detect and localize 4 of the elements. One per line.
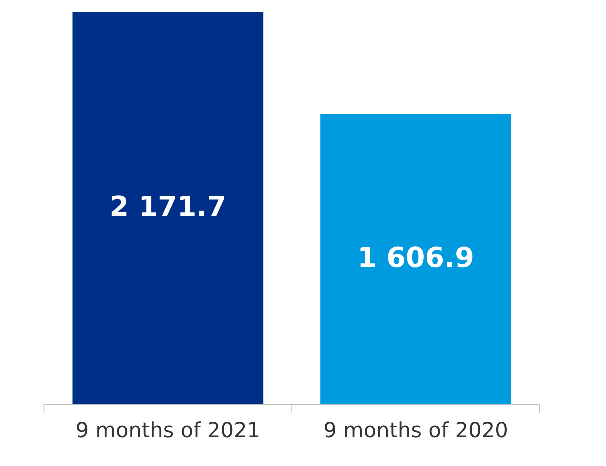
data-label: 2 171.7 (112, 196, 224, 216)
x-tick-label: 9 months of 2021 (77, 422, 259, 438)
data-label: 1 606.9 (360, 246, 473, 268)
x-tick-label: 9 months of 2020 (324, 422, 507, 438)
